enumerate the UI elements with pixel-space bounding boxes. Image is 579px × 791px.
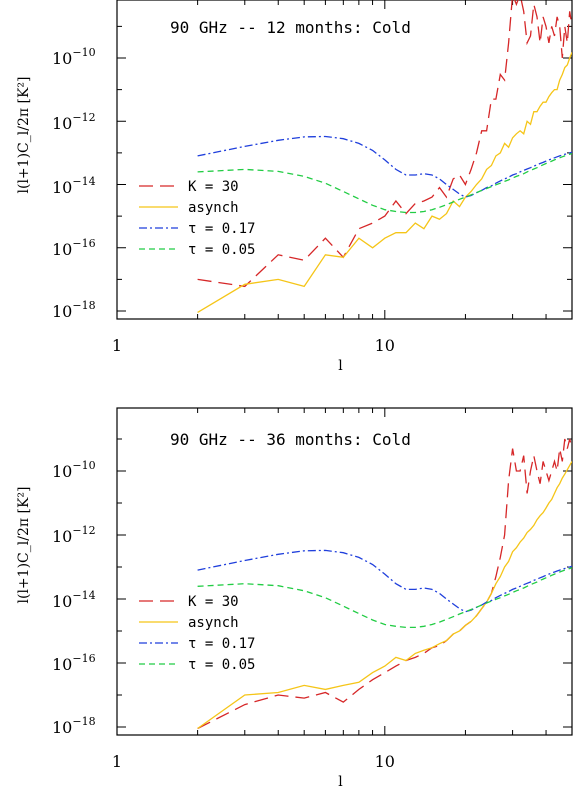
x-axis-label: l (338, 774, 343, 790)
x-tick-label: 10 (375, 336, 395, 355)
y-tick-label: 10−10 (52, 459, 96, 481)
series-line-1 (197, 52, 572, 313)
chart-title: 90 GHz -- 12 months: Cold (170, 18, 411, 37)
y-tick-label: 10−14 (52, 175, 96, 197)
series-line-0 (197, 438, 572, 730)
chart-panel-12-months: 1 10 l 10−18 10−16 10−14 10−12 10−10 l(l+1)C_l/2… (16, 0, 573, 374)
legend-label: τ = 0.05 (188, 657, 255, 673)
chart-panel-36-months: 1 10 l 10−18 10−16 10−14 10−12 10−10 l(l+1)C_l/2… (16, 407, 573, 790)
legend: K = 30 asynch τ = 0.17 τ = 0.05 (139, 594, 255, 673)
series-line-2 (197, 549, 572, 613)
x-axis-label: l (338, 358, 343, 374)
legend-label: τ = 0.17 (188, 221, 255, 237)
x-tick-label: 1 (112, 752, 122, 771)
x-tick-label: 1 (112, 336, 122, 355)
y-axis-label: l(l+1)C_l/2π [K²] (16, 77, 32, 194)
x-tick-label: 10 (375, 752, 395, 771)
chart-title: 90 GHz -- 36 months: Cold (170, 430, 411, 449)
y-tick-label: 10−16 (52, 237, 96, 259)
legend-label: asynch (188, 200, 239, 216)
legend-label: τ = 0.17 (188, 636, 255, 652)
y-tick-label: 10−18 (52, 715, 96, 737)
y-axis-label: l(l+1)C_l/2π [K²] (16, 487, 32, 604)
y-tick-label: 10−18 (52, 299, 96, 321)
y-tick-label: 10−14 (52, 589, 96, 611)
series-line-3 (197, 152, 572, 214)
series-line-2 (197, 135, 572, 198)
plot-frame (116, 0, 573, 320)
y-tick-label: 10−16 (52, 652, 96, 674)
legend-label: K = 30 (188, 594, 239, 610)
series-line-0 (197, 0, 572, 288)
legend-label: τ = 0.05 (188, 242, 255, 258)
series-line-1 (197, 461, 572, 730)
series-line-3 (197, 567, 572, 629)
series-group (197, 438, 572, 730)
y-tick-label: 10−10 (52, 46, 96, 68)
series-group (197, 0, 572, 313)
plot-frame (116, 407, 573, 736)
legend-label: asynch (188, 615, 239, 631)
legend: K = 30 asynch τ = 0.17 τ = 0.05 (139, 179, 255, 258)
y-tick-label: 10−12 (52, 111, 96, 133)
y-tick-label: 10−12 (52, 524, 96, 546)
legend-label: K = 30 (188, 179, 239, 195)
